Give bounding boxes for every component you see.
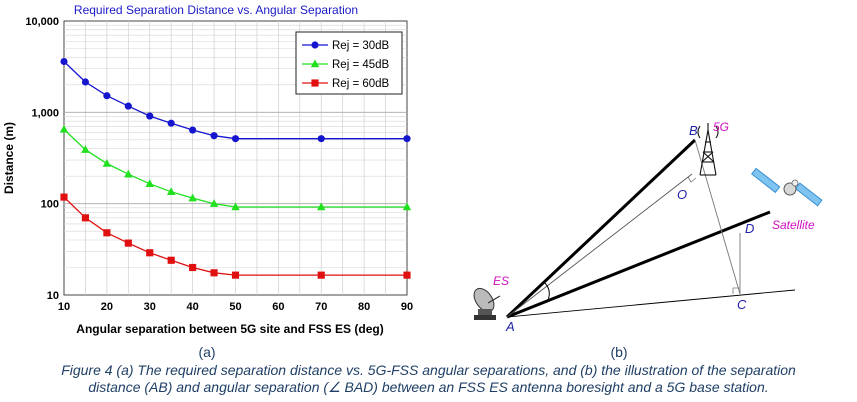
legend-label: Rej = 30dB: [332, 40, 390, 52]
data-point: [124, 102, 132, 110]
data-point: [124, 169, 133, 178]
y-tick-label: 1,000: [31, 107, 59, 119]
line-ad-boresight: [506, 210, 771, 319]
y-tick-labels: 10 100 1,000 10,000: [25, 16, 59, 302]
series-square: [60, 193, 411, 279]
point-c-label: C: [737, 297, 747, 312]
line-bc: [694, 139, 741, 295]
x-tick-label: 30: [144, 301, 156, 313]
point-o-label: O: [677, 187, 687, 202]
es-label: ES: [493, 274, 509, 288]
x-tick-label: 10: [58, 301, 70, 313]
cell-tower-icon: [697, 123, 719, 176]
legend: Rej = 30dB Rej = 45dB Rej = 60dB: [295, 31, 403, 95]
series-triangle: [59, 124, 412, 211]
data-point: [60, 193, 68, 201]
data-point: [167, 256, 175, 264]
figure-caption: Figure 4 (a) The required separation dis…: [0, 362, 857, 396]
x-tick-label: 80: [358, 301, 370, 313]
legend-label: Rej = 60dB: [332, 78, 390, 90]
data-point: [317, 271, 325, 279]
fiveg-label: 5G: [713, 120, 729, 134]
y-tick-label: 10,000: [25, 16, 59, 28]
data-point: [103, 229, 111, 237]
line-ac: [506, 289, 796, 318]
data-point: [146, 112, 154, 120]
data-point: [311, 79, 319, 87]
data-point: [317, 202, 326, 211]
point-d-label: D: [745, 221, 754, 236]
series-circle: [60, 57, 411, 143]
data-point: [310, 59, 320, 68]
right-angle-c: [732, 287, 740, 294]
data-point: [189, 126, 197, 134]
data-point: [59, 124, 69, 133]
data-point: [124, 239, 132, 247]
subcaption-b: (b): [610, 344, 627, 360]
separation-distance-chart: 10 20 30 40 50 60 70 80 90 10 100 1,000 10,000 Requ…: [2, 3, 413, 336]
y-tick-label: 10: [47, 290, 59, 302]
angle-arc-bad: [543, 281, 550, 301]
subcaption-a: (a): [198, 344, 215, 360]
data-point: [231, 135, 240, 143]
caption-line-2: distance (AB) and angular separation (∠ …: [88, 379, 769, 395]
data-point: [317, 135, 325, 143]
x-tick-labels: 10 20 30 40 50 60 70 80 90: [58, 301, 413, 313]
data-point: [81, 145, 90, 153]
data-point: [210, 269, 218, 277]
data-point: [402, 202, 412, 211]
data-point: [403, 135, 411, 143]
data-point: [81, 78, 90, 86]
satellite-dish-icon: [473, 287, 501, 320]
line-ao: [506, 173, 693, 318]
data-point: [103, 92, 111, 100]
data-point: [167, 119, 175, 127]
y-tick-label: 100: [41, 199, 59, 211]
grid-lines: [64, 21, 407, 295]
data-point: [166, 187, 176, 196]
point-b-label: B: [689, 123, 698, 138]
satellite-icon: [751, 167, 823, 207]
satellite-label: Satellite: [772, 218, 815, 232]
data-point: [102, 158, 112, 167]
data-point: [188, 193, 197, 202]
x-tick-label: 90: [401, 301, 413, 313]
data-point: [231, 271, 240, 279]
line-ab: [505, 138, 697, 319]
geometry-diagram: A B C D O ES 5G Satellite: [473, 120, 823, 334]
data-point: [189, 263, 197, 272]
x-tick-label: 70: [315, 301, 327, 313]
data-point: [403, 271, 411, 279]
data-point: [311, 41, 319, 49]
data-point: [146, 249, 154, 257]
point-a-label: A: [505, 319, 515, 334]
legend-label: Rej = 45dB: [332, 59, 390, 71]
x-tick-label: 20: [101, 301, 113, 313]
data-point: [60, 57, 68, 66]
x-tick-label: 40: [187, 301, 199, 313]
data-point: [209, 199, 219, 207]
caption-line-1: Figure 4 (a) The required separation dis…: [61, 362, 796, 378]
x-tick-label: 60: [272, 301, 284, 313]
x-tick-label: 50: [229, 301, 241, 313]
x-axis-label: Angular separation between 5G site and F…: [76, 322, 383, 336]
data-point: [145, 179, 154, 188]
data-point: [81, 214, 90, 222]
right-angle-o: [687, 176, 697, 183]
data-point: [231, 202, 240, 211]
data-point: [210, 132, 218, 140]
series-group: [59, 57, 412, 279]
y-axis-label: Distance (m): [2, 122, 16, 194]
chart-title: Required Separation Distance vs. Angular…: [74, 3, 358, 17]
